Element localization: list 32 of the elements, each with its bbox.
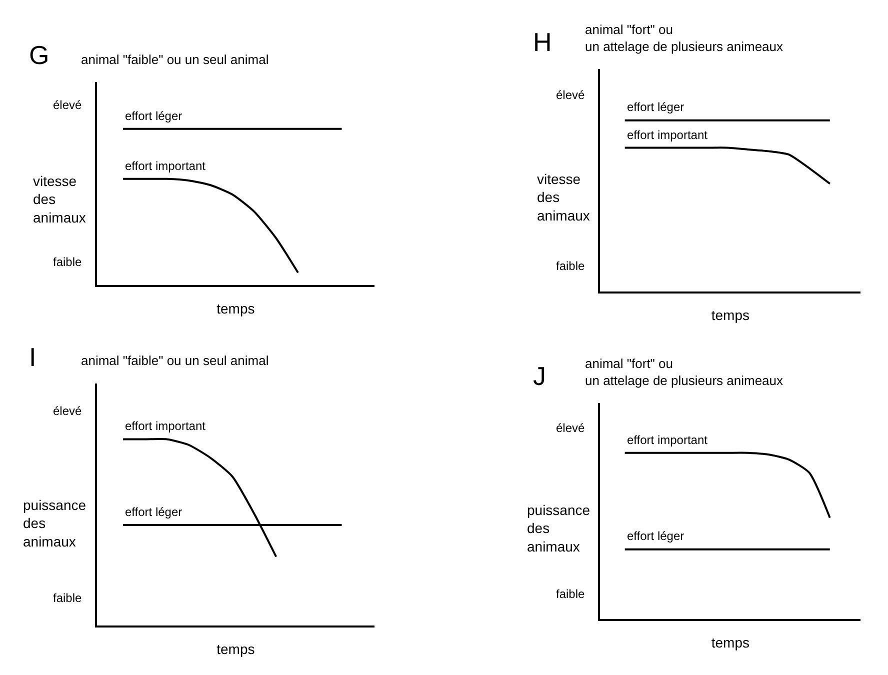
chart-subtitle: animal "fort" ou un attelage de plusieurs animeaux (585, 22, 784, 54)
chart-title: I (29, 342, 36, 372)
series-label: effort important (627, 433, 708, 447)
text: élevé (556, 88, 586, 102)
y-axis-title: vitesse des animaux (33, 173, 86, 226)
chart-subtitle: animal "faible" ou un seul animal (81, 353, 269, 368)
y-axis-title: vitesse des animaux (537, 171, 590, 224)
chart-subtitle: animal "faible" ou un seul animal (81, 52, 269, 67)
series-label: effort léger (125, 505, 182, 519)
text: faible (556, 587, 586, 601)
x-axis-title: temps (711, 306, 750, 323)
series-label: effort léger (125, 109, 182, 123)
chart-title: G (29, 40, 50, 70)
series-label: effort important (125, 159, 206, 173)
x-axis-title: temps (216, 640, 255, 657)
chart-title: H (533, 27, 552, 57)
series-label: effort important (125, 419, 206, 433)
chart-title: J (533, 361, 546, 391)
y-axis-title: puissance des animaux (23, 497, 86, 550)
text: faible (53, 591, 82, 605)
x-axis-title: temps (216, 300, 255, 316)
text: faible (556, 259, 586, 273)
text: élevé (556, 421, 586, 435)
chart-subtitle: animal "fort" ou un attelage de plusieurs animeaux (585, 356, 784, 388)
text: élevé (53, 404, 82, 418)
series-label: effort important (627, 128, 708, 142)
x-axis-title: temps (711, 634, 750, 650)
y-axis-title: puissance des animaux (527, 502, 590, 554)
text: élevé (53, 98, 82, 112)
series-label: effort léger (627, 100, 684, 114)
text: faible (53, 255, 82, 269)
series-label: effort léger (627, 529, 684, 543)
